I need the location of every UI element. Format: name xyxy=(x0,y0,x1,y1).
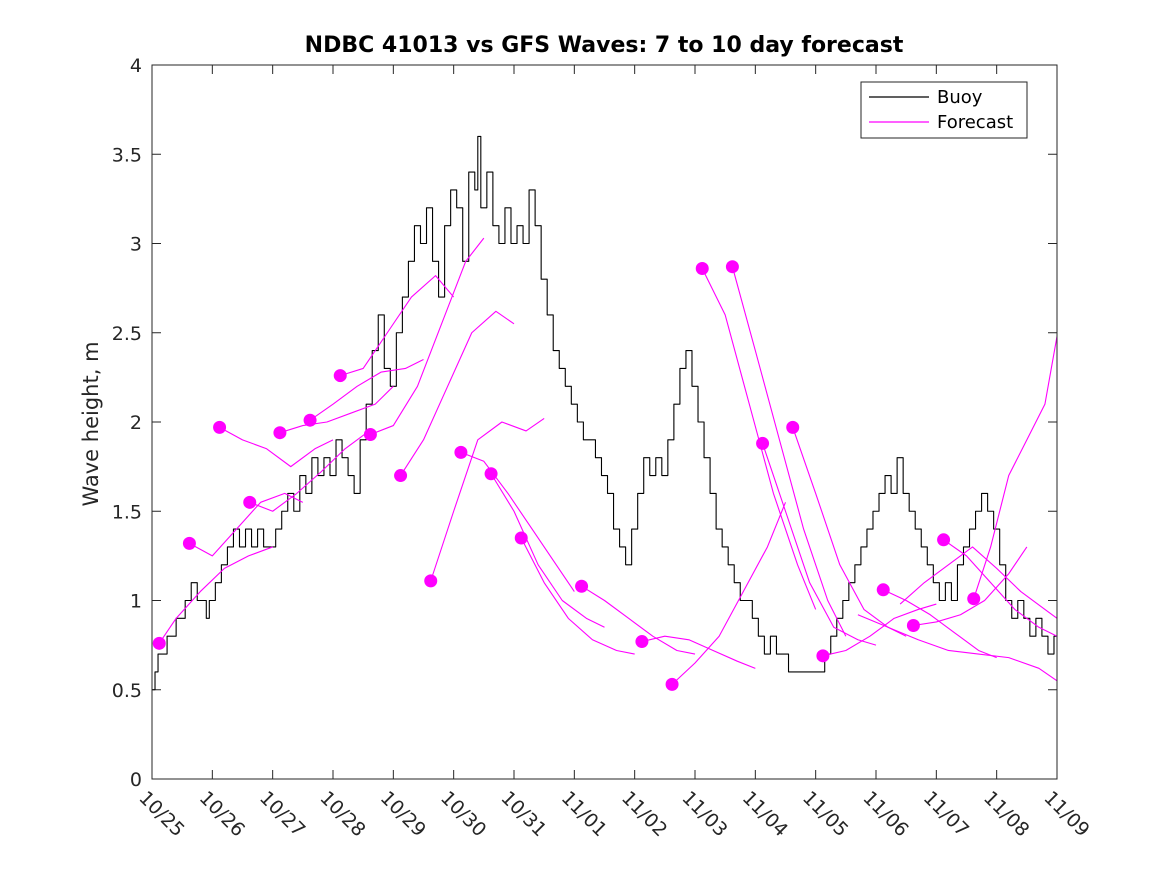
forecast-series-line xyxy=(309,359,424,421)
forecast-series-line xyxy=(279,385,394,434)
y-tick-label: 4 xyxy=(130,55,142,77)
y-tick-label: 3 xyxy=(130,234,142,256)
forecast-series-line xyxy=(400,310,515,476)
forecast-series-line xyxy=(943,539,1057,637)
forecast-series-line xyxy=(158,546,273,644)
forecast-start-marker xyxy=(695,261,709,275)
series-layer xyxy=(152,135,1057,691)
plot-frame xyxy=(151,64,1058,780)
forecast-start-marker xyxy=(152,636,166,650)
forecast-series-line xyxy=(641,635,756,669)
forecast-start-marker xyxy=(454,445,468,459)
forecast-start-marker xyxy=(876,583,890,597)
forecast-series-line xyxy=(857,614,1057,682)
y-tick-label: 1 xyxy=(130,591,142,613)
forecast-series-line xyxy=(249,430,370,512)
forecast-series-line xyxy=(219,426,334,468)
forecast-series-line xyxy=(899,546,1057,619)
forecast-series-line xyxy=(340,275,455,377)
forecast-start-marker xyxy=(394,469,408,483)
y-tick-label: 2.5 xyxy=(112,323,142,345)
y-axis-label: Wave height, m xyxy=(79,341,103,506)
legend-buoy-label: Buoy xyxy=(937,87,983,108)
forecast-start-marker xyxy=(303,413,317,427)
forecast-series-line xyxy=(581,585,696,655)
forecast-start-marker xyxy=(786,420,800,434)
chart-title: NDBC 41013 vs GFS Waves: 7 to 10 day for… xyxy=(305,33,904,58)
forecast-start-marker xyxy=(575,579,589,593)
y-tick-label: 0 xyxy=(130,769,142,791)
forecast-series-line xyxy=(460,451,575,592)
forecast-series-line xyxy=(762,443,877,646)
forecast-series-line xyxy=(520,537,635,655)
forecast-start-marker xyxy=(333,369,347,383)
forecast-series-line xyxy=(189,492,304,557)
forecast-start-marker xyxy=(756,436,770,450)
forecast-start-marker xyxy=(363,427,377,441)
forecast-start-marker xyxy=(937,533,951,547)
legend-box xyxy=(860,81,1028,139)
buoy-series-line xyxy=(152,135,1057,691)
y-tick-label: 0.5 xyxy=(112,680,142,702)
forecast-series-line xyxy=(430,417,545,582)
forecast-series-line xyxy=(883,589,997,659)
y-tick-labels: 0 0.5 1 1.5 2 2.5 3 3.5 4 xyxy=(112,55,142,791)
forecast-start-marker xyxy=(514,531,528,545)
y-tick-label: 2 xyxy=(130,412,142,434)
forecast-start-marker xyxy=(906,618,920,632)
forecast-series-line xyxy=(370,237,485,436)
forecast-start-marker xyxy=(967,592,981,606)
marker-layer xyxy=(152,260,981,691)
legend-forecast-label: Forecast xyxy=(937,112,1013,133)
forecast-start-marker xyxy=(424,574,438,588)
forecast-start-marker xyxy=(182,536,196,550)
forecast-start-marker xyxy=(635,635,649,649)
forecast-series-line xyxy=(671,502,787,685)
forecast-series-line xyxy=(731,266,847,637)
forecast-start-marker xyxy=(484,467,498,481)
forecast-series-line xyxy=(913,546,1028,627)
legend: Buoy Forecast xyxy=(860,81,1028,139)
forecast-start-marker xyxy=(243,495,257,509)
forecast-start-marker xyxy=(665,677,679,691)
forecast-series-line xyxy=(822,603,937,657)
y-tick-label: 1.5 xyxy=(112,501,142,523)
forecast-series-line xyxy=(490,473,605,628)
forecast-series-line xyxy=(973,336,1057,599)
forecast-start-marker xyxy=(725,260,739,274)
forecast-start-marker xyxy=(213,420,227,434)
y-tick-label: 3.5 xyxy=(112,144,142,166)
forecast-start-marker xyxy=(816,649,830,663)
forecast-start-marker xyxy=(273,426,287,440)
